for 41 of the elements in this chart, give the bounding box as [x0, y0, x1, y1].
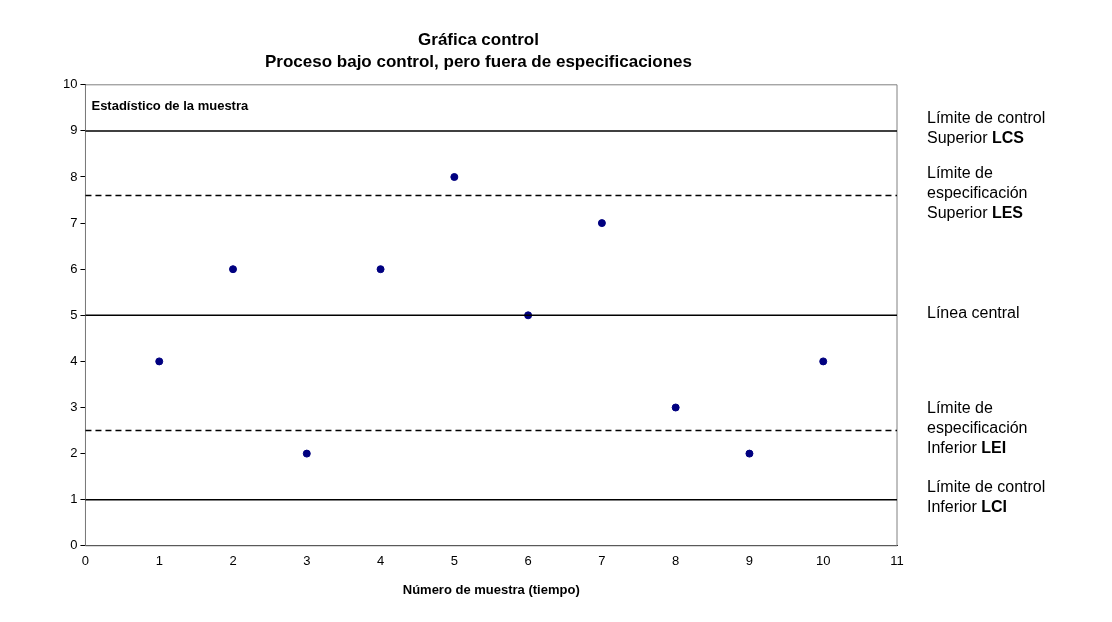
x-tick-label: 6: [524, 553, 532, 569]
y-tick-label: 6: [70, 260, 78, 276]
x-tick-label: 4: [376, 553, 385, 569]
chart-title: Gráfica control: [418, 29, 539, 49]
point: [155, 357, 164, 366]
x-tick-label: 2: [229, 553, 237, 569]
x-tick-label: 7: [598, 553, 606, 569]
x-tick-label: 5: [450, 553, 458, 569]
ref-line-label: Límite de control Superior LCS: [927, 109, 1046, 147]
chart-subtitle: Proceso bajo control, pero fuera de especificaciones: [264, 52, 693, 72]
point: [671, 403, 680, 412]
x-tick-label: 3: [303, 553, 311, 569]
y-tick-label: 9: [70, 122, 78, 138]
point: [597, 219, 606, 228]
y-tick-label: 0: [70, 537, 78, 553]
y-tick-label: 1: [70, 491, 78, 507]
x-tick-label: 1: [155, 553, 163, 569]
x-tick-label: 10: [815, 553, 831, 569]
y-tick-label: 10: [62, 76, 78, 92]
ref-line-label: Límite de especificación Inferior LEI: [927, 398, 1028, 456]
y-axis-title: Estadístico de la muestra: [91, 98, 250, 114]
y-tick-label: 7: [70, 214, 78, 230]
x-axis-title: Número de muestra (tiempo): [402, 581, 580, 597]
y-tick-label: 2: [70, 445, 78, 461]
ref-line-label: Línea central: [927, 303, 1020, 321]
y-tick-label: 3: [70, 399, 78, 415]
y-tick-label: 5: [70, 306, 78, 322]
x-tick-label: 11: [890, 553, 904, 569]
text: Límite de control Inferior LCI: [927, 478, 1046, 516]
x-tick-label: 0: [81, 553, 90, 569]
point: [302, 449, 311, 458]
y-tick-label: 4: [70, 352, 78, 368]
ref-line-label: Límite de especificación Superior LES: [927, 163, 1028, 221]
point: [376, 265, 385, 274]
x-tick-label: 9: [745, 553, 754, 569]
point: [229, 265, 238, 274]
point: [745, 449, 754, 458]
x-tick-label: 8: [672, 553, 680, 569]
y-tick-label: 8: [70, 168, 78, 184]
point: [819, 357, 828, 366]
point: [450, 173, 459, 181]
